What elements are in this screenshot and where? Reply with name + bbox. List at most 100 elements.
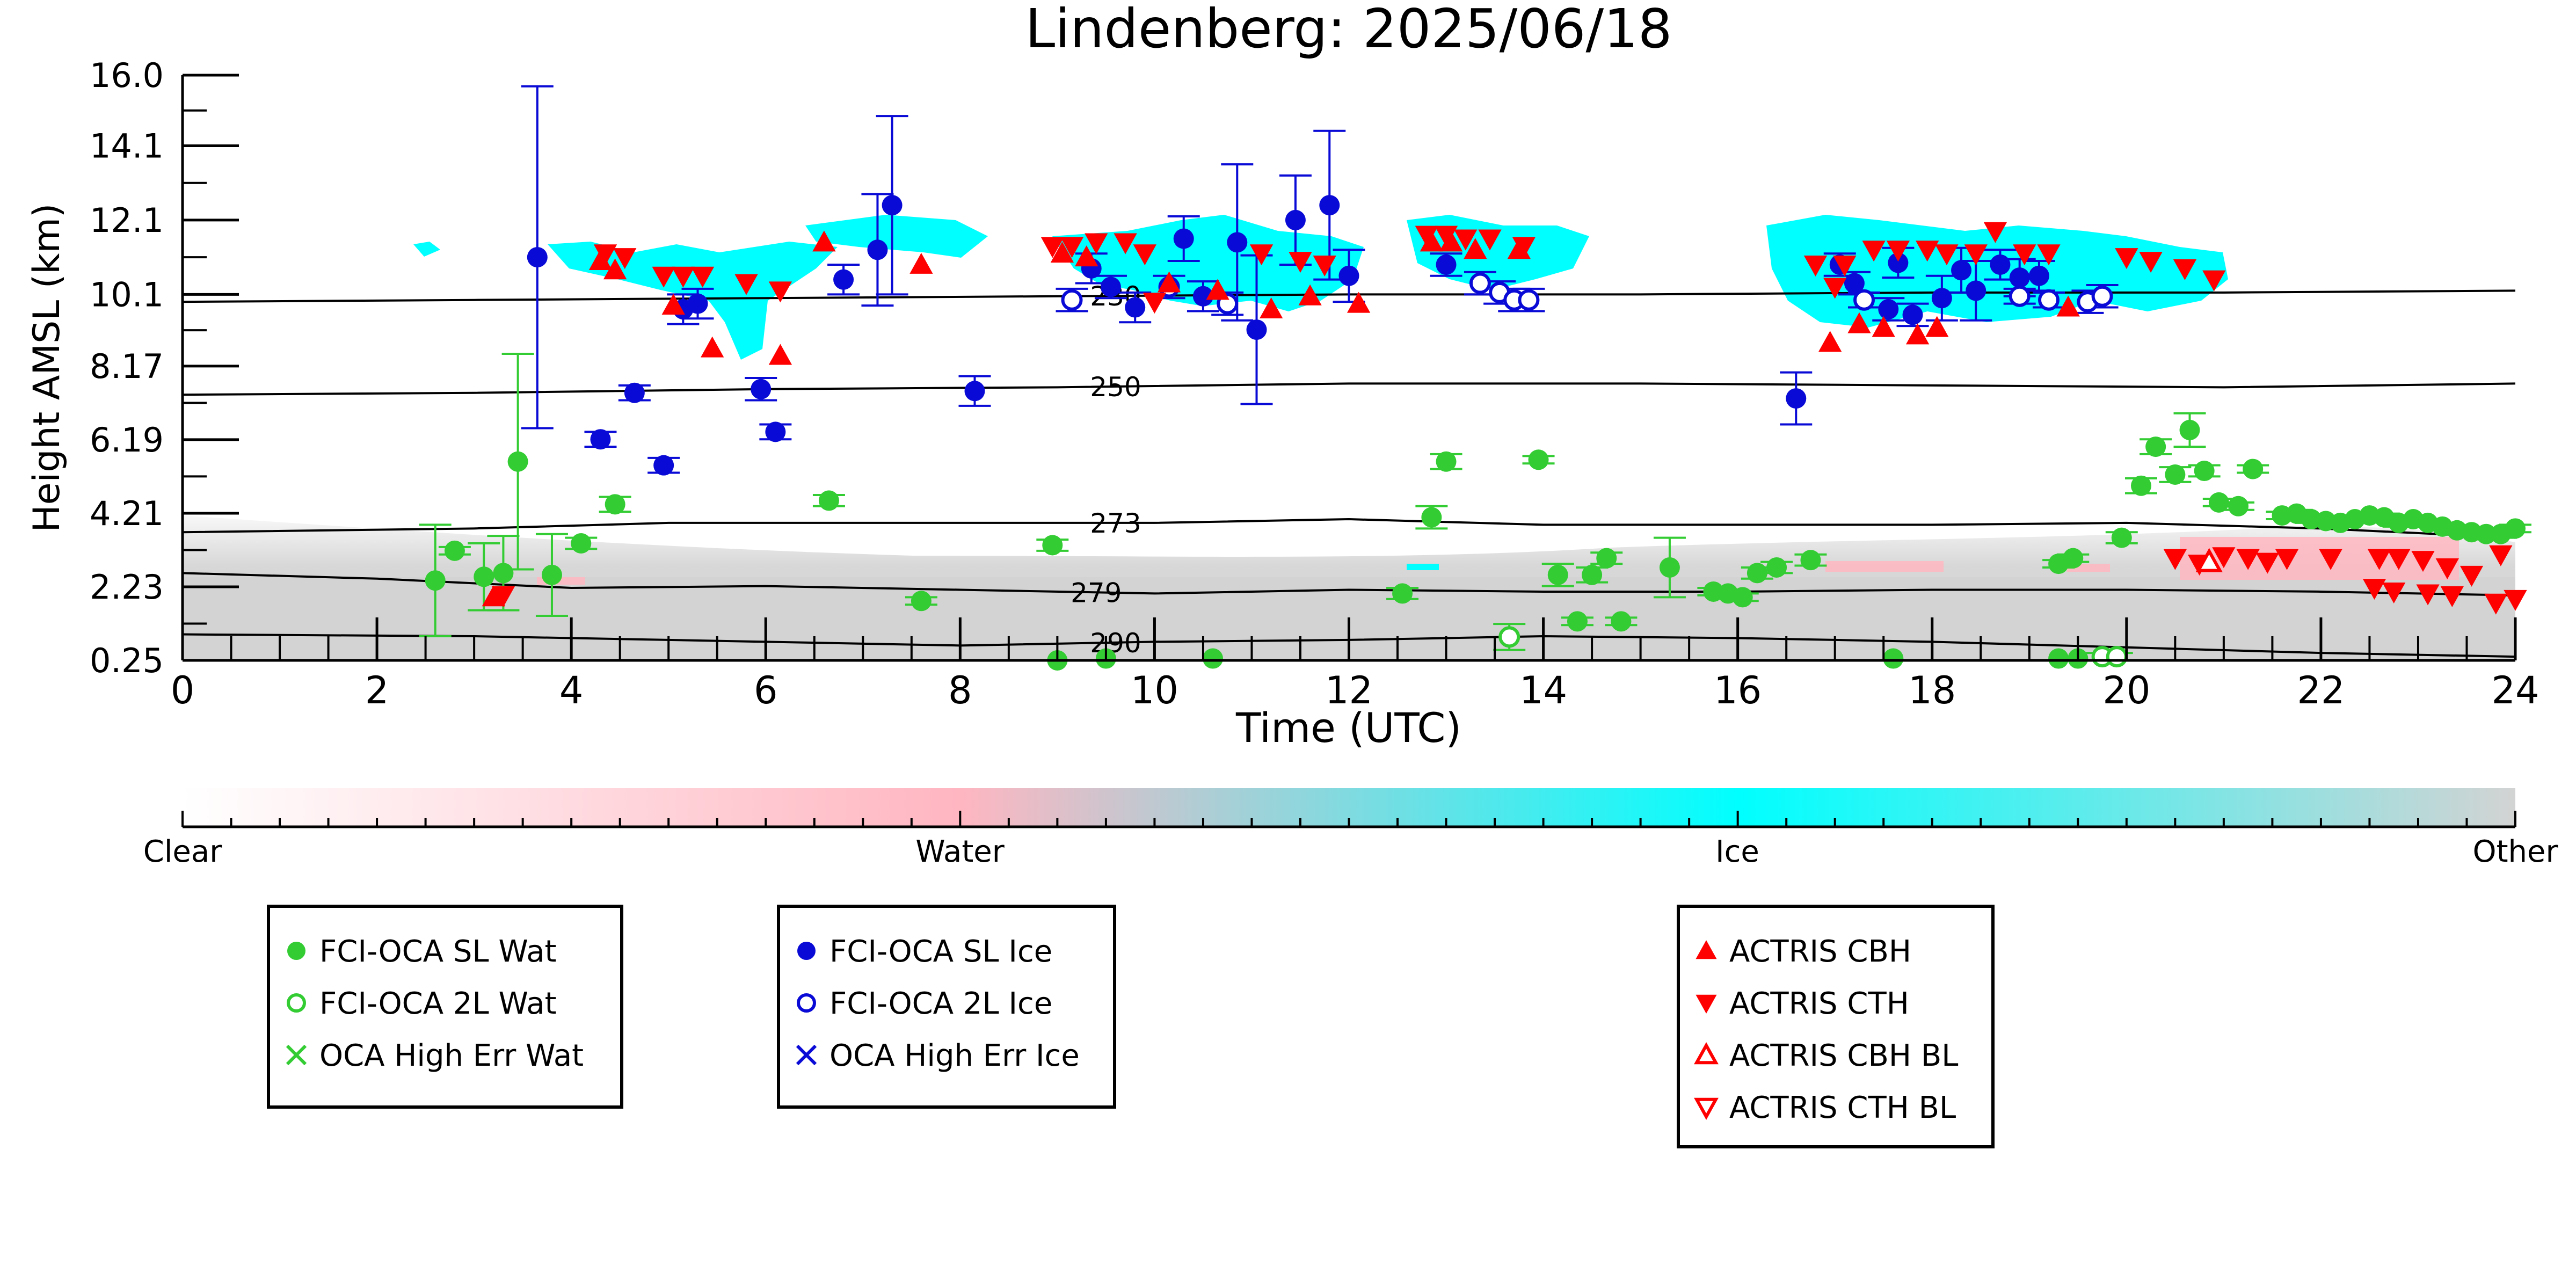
marker-actris-cth	[2484, 593, 2508, 615]
marker-actris-cth	[2362, 579, 2386, 600]
marker-actris-cth	[2367, 549, 2391, 570]
x-tick-label: 16	[1714, 668, 1762, 712]
marker-fci-oca-sl-ice	[867, 239, 888, 260]
colorbar: Clear Water Ice Other	[143, 788, 2558, 869]
marker-actris-cth	[2037, 244, 2061, 266]
marker-actris-cth	[652, 266, 675, 288]
marker-fci-oca-sl-ice	[1990, 254, 2011, 275]
marker-fci-oca-2l-ice	[1518, 289, 1540, 311]
marker-actris-cth	[2173, 259, 2197, 280]
marker-fci-oca-sl-wat	[425, 570, 446, 591]
marker-actris-cth	[1964, 244, 1988, 266]
x-tick-label: 20	[2102, 668, 2150, 712]
x-tick-label: 14	[1519, 668, 1567, 712]
marker-actris-cbh	[1925, 316, 1949, 337]
x-ticks: 0 2 4 6 8 10 12 14 16 18 20 22 24	[171, 617, 2539, 712]
y-ticks: 0.25 2.23 4.21 6.19 8.17 10.1 12.1 14.1 16.0	[90, 56, 239, 680]
marker-fci-oca-sl-wat	[2048, 648, 2069, 669]
x-tick-label: 6	[754, 668, 778, 712]
marker-fci-oca-sl-wat	[1800, 550, 1821, 571]
marker-actris-cth	[2275, 549, 2299, 570]
marker-actris-cth	[1478, 229, 1502, 251]
marker-actris-cth	[734, 274, 758, 295]
marker-actris-cbh	[1260, 297, 1283, 318]
marker-fci-oca-sl-wat	[2165, 464, 2186, 485]
marker-fci-oca-sl-wat	[2111, 527, 2132, 548]
legend-label: FCI-OCA SL Wat	[319, 934, 557, 969]
x-tick-label: 0	[171, 668, 195, 712]
y-tick-label: 4.21	[90, 494, 164, 533]
marker-fci-oca-sl-ice	[1285, 209, 1306, 230]
marker-fci-oca-sl-wat	[1547, 564, 1568, 585]
marker-actris-cth	[2236, 549, 2260, 570]
legend-label: FCI-OCA SL Ice	[829, 934, 1052, 969]
legend-label: OCA High Err Ice	[829, 1038, 1080, 1073]
legend-marker	[1695, 994, 1717, 1014]
marker-actris-cth	[1040, 237, 1064, 258]
colorbar-label-water: Water	[915, 834, 1005, 869]
marker-actris-cbh	[1298, 284, 1322, 305]
marker-actris-cth	[2319, 549, 2342, 570]
marker-fci-oca-sl-wat	[1582, 564, 1603, 585]
marker-actris-cbh-bl	[2195, 548, 2223, 572]
marker-actris-cbh	[909, 252, 933, 274]
marker-actris-cbh	[1872, 316, 1895, 337]
marker-actris-cbh	[812, 230, 836, 252]
legend-label: OCA High Err Wat	[319, 1038, 584, 1073]
legend-label: FCI-OCA 2L Wat	[319, 986, 557, 1021]
marker-actris-cth	[1114, 233, 1137, 254]
marker-actris-cth	[2212, 547, 2236, 569]
marker-actris-cbh	[1905, 323, 1930, 345]
legend-marker	[1694, 1042, 1719, 1065]
y-tick-label: 12.1	[90, 201, 164, 240]
marker-actris-cth	[491, 586, 515, 607]
marker-actris-cbh	[1818, 331, 1842, 352]
marker-fci-oca-sl-wat	[1567, 611, 1588, 632]
marker-fci-oca-sl-ice	[1192, 286, 1213, 307]
marker-fci-oca-sl-wat	[507, 451, 528, 472]
marker-actris-cth	[671, 266, 695, 288]
x-tick-label: 18	[1908, 668, 1956, 712]
marker-fci-oca-sl-wat	[1732, 587, 1753, 608]
marker-fci-oca-sl-ice	[2028, 265, 2049, 286]
marker-actris-cth	[1133, 244, 1156, 266]
marker-actris-cth	[613, 248, 637, 270]
marker-actris-cbh	[603, 258, 627, 280]
marker-actris-cth	[1249, 244, 1274, 266]
marker-fci-oca-sl-wat	[1436, 451, 1457, 472]
marker-fci-oca-sl-wat	[1596, 548, 1617, 569]
contour-line	[182, 518, 2516, 539]
legend-label: ACTRIS CTH BL	[1729, 1090, 1956, 1125]
marker-actris-cth	[2440, 586, 2464, 607]
colorbar-label-clear: Clear	[143, 834, 222, 869]
marker-actris-cbh	[1050, 242, 1074, 263]
x-tick-label: 10	[1131, 668, 1178, 712]
marker-actris-cth	[2489, 545, 2513, 566]
marker-fci-oca-sl-ice	[624, 382, 645, 403]
y-tick-label: 0.25	[90, 641, 164, 680]
marker-fci-oca-sl-ice	[1902, 304, 1923, 325]
marker-fci-oca-sl-wat	[2063, 548, 2084, 569]
marker-actris-cth	[1862, 241, 1886, 262]
marker-fci-oca-sl-ice	[1931, 288, 1952, 309]
marker-fci-oca-sl-ice	[765, 421, 786, 442]
marker-actris-cbh	[661, 294, 685, 315]
marker-fci-oca-sl-ice	[590, 429, 611, 450]
marker-actris-cbh	[701, 336, 724, 358]
marker-fci-oca-sl-ice	[1246, 319, 1267, 340]
y-tick-label: 8.17	[90, 347, 164, 386]
legend-marker	[286, 1044, 307, 1066]
marker-fci-oca-sl-wat	[1883, 648, 1904, 669]
marker-fci-oca-sl-wat	[2145, 436, 2166, 457]
marker-actris-cth	[2139, 252, 2163, 273]
legend-box-3: ACTRIS CBH ACTRIS CTH ACTRIS CBH BL ACTRIS …	[1677, 905, 1995, 1148]
contour-line	[182, 572, 2516, 596]
marker-fci-oca-sl-wat	[493, 563, 514, 584]
marker-fci-oca-2l-ice	[1469, 272, 1491, 294]
marker-fci-oca-sl-ice	[964, 381, 985, 402]
legend-marker	[1694, 1097, 1719, 1120]
marker-fci-oca-sl-ice	[1436, 254, 1457, 275]
marker-fci-oca-sl-wat	[1611, 611, 1632, 632]
marker-actris-cth	[2459, 565, 2484, 587]
marker-fci-oca-sl-ice	[1227, 232, 1248, 253]
